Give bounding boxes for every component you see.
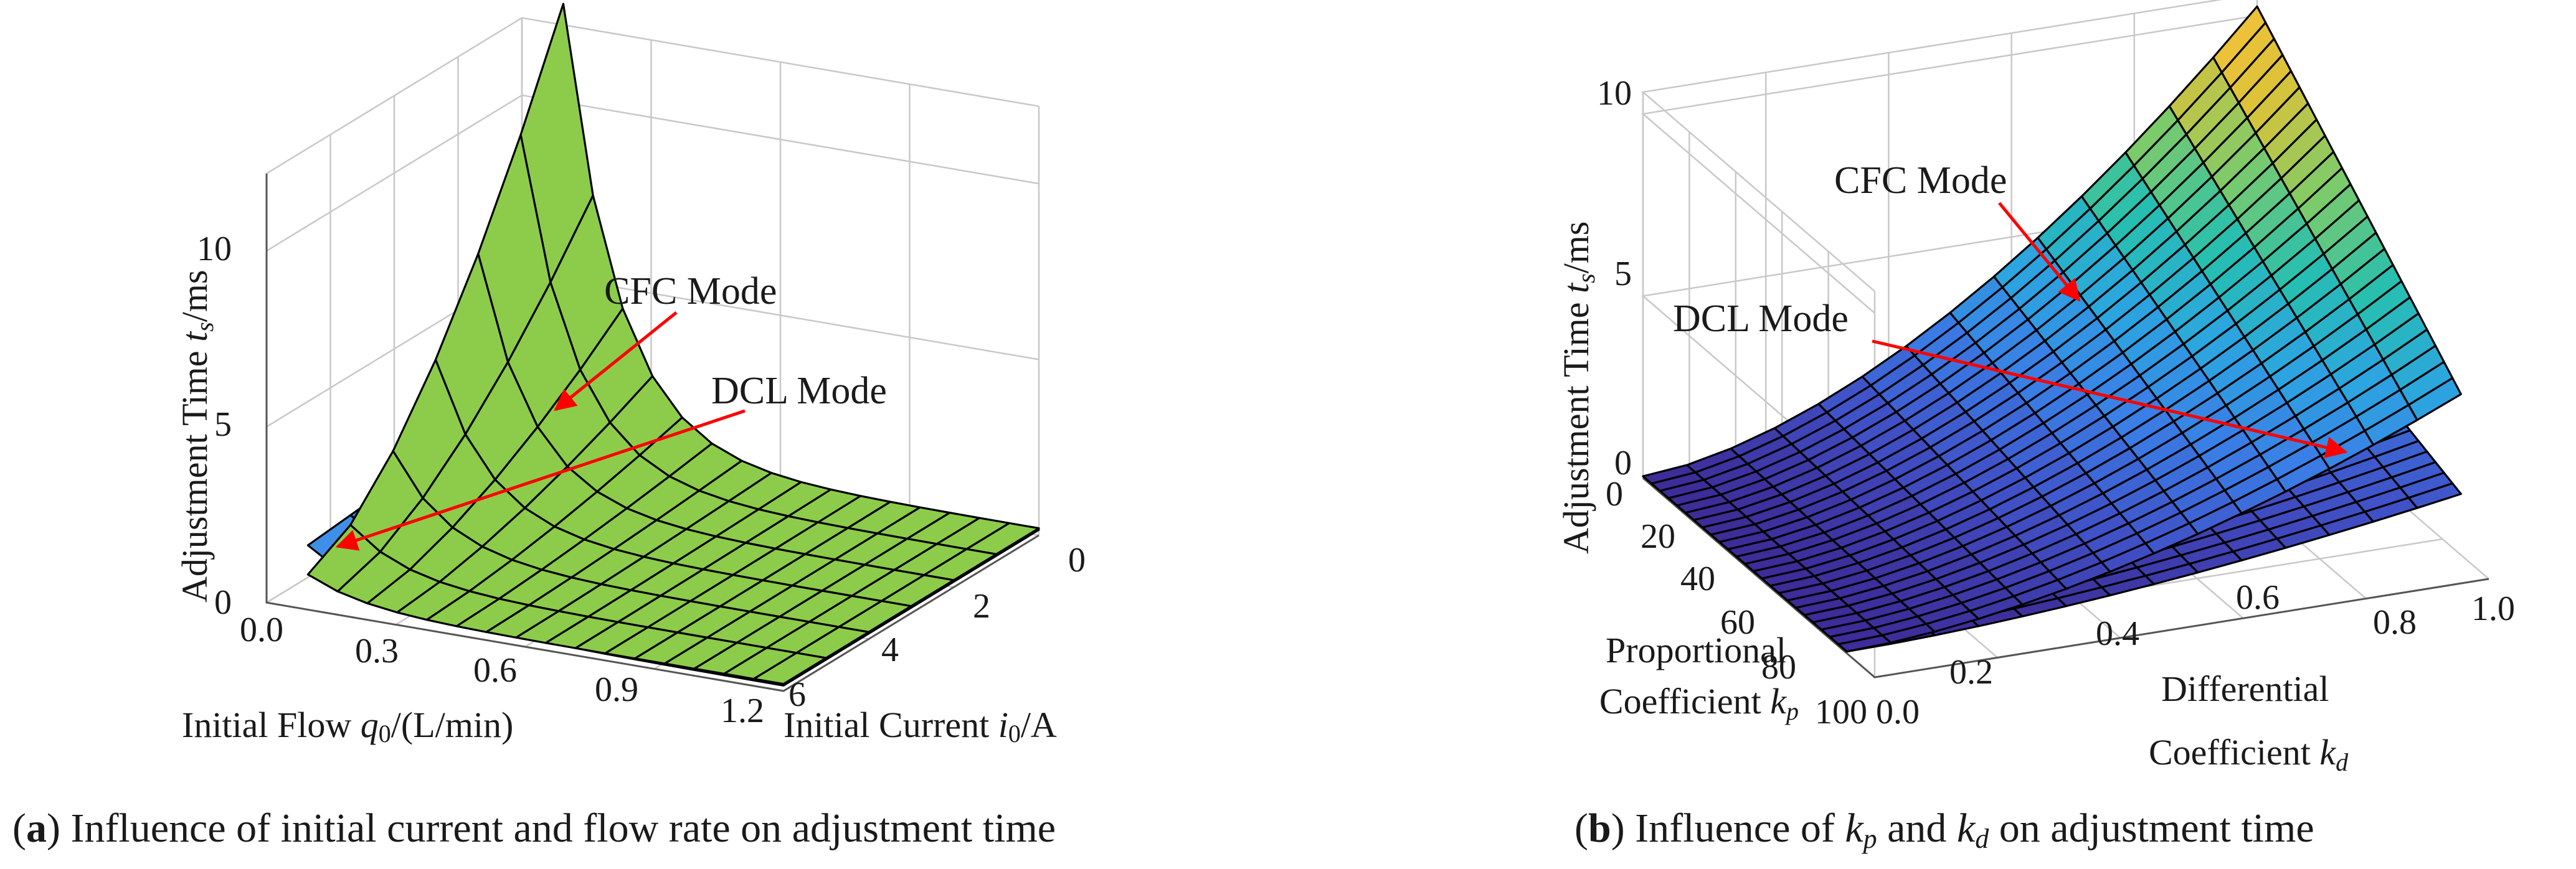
b-ztick-2: 10	[1597, 74, 1632, 113]
a-annotation-dcl: DCL Mode	[711, 370, 887, 412]
b-axis-line	[1642, 477, 2489, 679]
b-ytick-5: 1.0	[2471, 590, 2515, 628]
b-ylabel-pre: Coefficient	[2149, 732, 2319, 773]
caption-a-text: ) Influence of initial current and flow …	[47, 806, 1056, 851]
b-ylabel-var: k	[2319, 732, 2336, 773]
a-ylabel-post: /A	[1021, 705, 1057, 745]
a-grid-line	[266, 94, 1039, 252]
b-arrow-dcl	[1872, 339, 2348, 458]
caption-b-kp: k	[1845, 806, 1864, 851]
chart-b: 0 5 10 0 20 40 60 80 100 0.0 0.2 0.4 0.6…	[1556, 0, 2515, 776]
b-xtick-3: 60	[1720, 603, 1755, 642]
a-ylabel-var: i	[998, 705, 1008, 745]
a-zlabel-pre: Adjustment Time	[174, 342, 215, 603]
a-ylabel-pre: Initial Current	[784, 705, 998, 745]
caption-b-and: and	[1877, 806, 1957, 851]
caption-a-label: a	[26, 806, 47, 851]
a-ytick-3: 6	[788, 675, 806, 714]
caption-b-kd: k	[1957, 806, 1976, 851]
a-zlabel-sub: s	[191, 322, 219, 332]
b-xlabel-line2: Coefficient kp	[1599, 681, 1799, 725]
caption-b-kd-sub: d	[1975, 824, 1989, 854]
b-ztick-1: 5	[1614, 255, 1632, 293]
a-xlabel-sub: 0	[379, 720, 391, 748]
a-ztick-0: 0	[214, 583, 232, 622]
a-annotation-cfc: CFC Mode	[604, 270, 777, 312]
a-xtick-4: 1.2	[721, 692, 764, 730]
b-ytick-3: 0.6	[2236, 578, 2280, 617]
a-xtick-1: 0.3	[355, 632, 399, 670]
a-zlabel-var: t	[174, 331, 215, 342]
a-ytick-1: 2	[973, 587, 990, 626]
b-ytick-2: 0.4	[2096, 614, 2139, 653]
caption-a: (a) Influence of initial current and flo…	[12, 806, 1056, 851]
a-ztick-2: 10	[197, 230, 232, 268]
b-xtick-1: 20	[1641, 517, 1675, 556]
a-ylabel-sub: 0	[1008, 720, 1021, 748]
b-xlabel-var: k	[1770, 681, 1787, 721]
b-ylabel-line1: Differential	[2161, 669, 2329, 709]
a-ztick-1: 5	[214, 405, 232, 444]
b-annotation-dcl: DCL Mode	[1673, 298, 1849, 340]
b-zlabel-sub: s	[1572, 273, 1600, 283]
chart-a: 0 5 10 0.0 0.3 0.6 0.9 1.2 0 2 4 6 Adjus…	[174, 2, 1086, 748]
b-zlabel-post: /ms	[1556, 222, 1596, 274]
b-xlabel-sub: p	[1784, 697, 1799, 725]
a-xtick-3: 0.9	[595, 670, 638, 709]
b-ztick-0: 0	[1614, 444, 1632, 482]
a-ytick-2: 4	[881, 631, 899, 669]
b-zlabel-var: t	[1556, 282, 1596, 293]
caption-b-kp-sub: p	[1862, 824, 1877, 854]
caption-b: (b) Influence of kp and kd on adjustment…	[1574, 806, 2314, 854]
b-grid-line	[1641, 0, 2223, 292]
a-ylabel: Initial Current i0/A	[784, 705, 1057, 748]
b-ylabel-sub: d	[2336, 748, 2349, 776]
b-xtick-4: 80	[1761, 648, 1796, 687]
caption-a-open: (	[12, 806, 26, 851]
a-ytick-0: 0	[1068, 541, 1086, 580]
b-grid-line	[1641, 14, 2258, 314]
b-ylabel-line2: Coefficient kd	[2149, 732, 2349, 776]
b-arrow-cfc	[1998, 202, 2081, 302]
chart-a-surfaces	[306, 2, 1040, 687]
a-axis-line	[265, 173, 1039, 692]
caption-b-label: b	[1588, 806, 1611, 851]
a-grid-line	[266, 17, 1039, 174]
b-zlabel-pre: Adjustment Time	[1556, 293, 1596, 554]
a-xlabel-post: /(L/min)	[391, 705, 514, 745]
chart-b-surfaces	[1642, 5, 2462, 653]
b-xtick-5: 100	[1815, 693, 1867, 731]
b-xtick-0: 0	[1606, 475, 1623, 514]
a-xlabel-var: q	[361, 705, 379, 745]
a-zlabel: Adjustment Time ts/ms	[174, 270, 219, 603]
caption-b-open: (	[1574, 806, 1588, 851]
caption-b-post: on adjustment time	[1989, 806, 2314, 851]
caption-b-pre: ) Influence of	[1611, 806, 1845, 851]
b-cfc-surface-cell	[1837, 634, 1892, 653]
b-ytick-4: 0.8	[2373, 603, 2417, 642]
a-arrow-dcl	[335, 409, 746, 551]
a-xlabel-pre: Initial Flow	[182, 705, 361, 745]
b-xtick-2: 40	[1680, 560, 1715, 598]
b-annotation-cfc: CFC Mode	[1834, 159, 2007, 202]
b-xlabel-line1: Proportional	[1606, 630, 1786, 670]
a-zlabel-post: /ms	[174, 270, 215, 322]
a-xtick-2: 0.6	[473, 651, 517, 690]
b-zlabel: Adjustment Time ts/ms	[1556, 222, 1600, 555]
b-ytick-1: 0.2	[1949, 653, 1993, 692]
a-xtick-0: 0.0	[240, 611, 283, 649]
a-arrow-cfc	[554, 311, 678, 411]
a-xlabel: Initial Flow q0/(L/min)	[182, 705, 513, 748]
b-ytick-0: 0.0	[1876, 693, 1920, 731]
b-xlabel-pre: Coefficient	[1599, 681, 1770, 721]
